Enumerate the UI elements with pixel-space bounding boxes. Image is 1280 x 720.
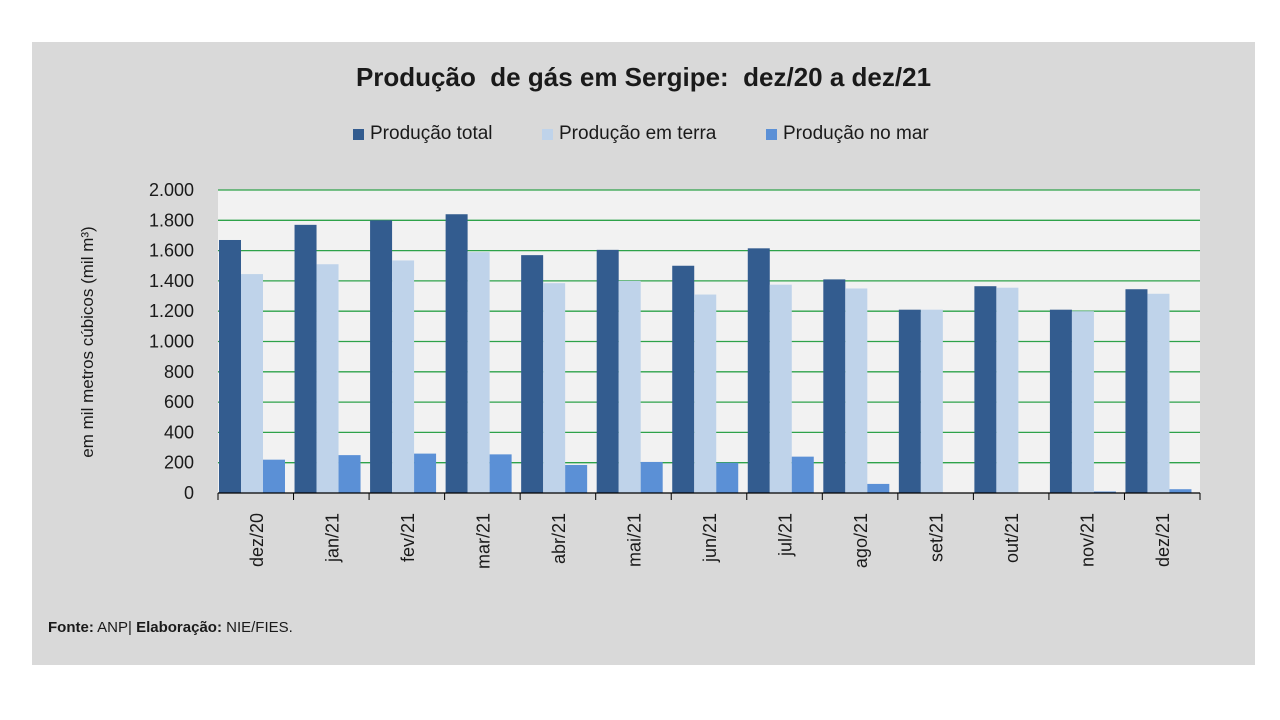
bar [445,214,468,494]
bar [716,462,739,493]
x-tick-label: out/21 [1002,513,1022,563]
legend-label-total: Produção total [370,123,493,144]
x-tick-label: jul/21 [776,513,796,557]
legend: Produção total Produção em terra Produçã… [32,122,1255,146]
bar [974,286,997,493]
bar [1125,289,1148,493]
bar [316,264,339,493]
bar [338,455,361,493]
source-value: ANP| [93,619,137,636]
source-label: Fonte: [48,619,94,636]
bar-chart: 0 200 400 600 800 1.000 1.200 1.400 1.600 1.800 2.… [149,180,1201,569]
bar [294,224,317,493]
x-tick-label: nov/21 [1078,513,1098,567]
x-tick-label: abr/21 [549,513,569,564]
bar [565,464,588,493]
legend-item-mar: Produção no mar [766,122,929,146]
y-tick-label: 1.600 [149,241,194,261]
y-tick-label: 2.000 [149,180,194,200]
bar [747,248,770,493]
bar [1049,309,1072,493]
bar [596,249,619,493]
bar [694,294,717,493]
bar [521,255,544,493]
y-tick-label: 1.400 [149,271,194,291]
legend-label-mar: Produção no mar [783,123,929,144]
bar [640,461,663,493]
bar [370,220,393,494]
bar [414,453,437,493]
x-tick-label: jan/21 [322,513,342,563]
chart-title: Produção de gás em Sergipe: dez/20 a dez… [355,62,932,92]
x-tick-label: fev/21 [398,513,418,562]
bar [845,288,868,493]
y-tick-label: 200 [164,453,194,473]
bar [489,454,512,493]
bar [543,283,566,493]
bar [618,280,641,493]
y-tick-label: 1.000 [149,332,194,352]
legend-swatch-mar [766,128,777,140]
y-tick-label: 0 [184,483,194,503]
bar [867,483,890,493]
y-tick-label: 1.200 [149,301,194,321]
y-tick-label: 1.800 [149,210,194,230]
x-tick-label: set/21 [927,513,947,562]
bar [1147,293,1170,493]
bar [467,252,490,493]
bar [823,279,846,493]
elaboration-label: Elaboração: [136,619,222,636]
x-tick-label: ago/21 [851,513,871,568]
x-tick-label: mai/21 [624,513,644,567]
bar [219,239,241,493]
bar [263,459,285,493]
y-tick-label: 800 [164,362,194,382]
legend-label-terra: Produção em terra [559,123,717,144]
bar [392,260,415,493]
legend-swatch-total [353,128,364,140]
bar [769,284,792,493]
y-tick-label: 400 [164,422,194,442]
legend-item-terra: Produção em terra [542,122,716,146]
bar [996,287,1019,493]
elaboration-value: NIE/FIES. [221,619,293,636]
x-tick-label: jun/21 [700,513,720,563]
x-tick-label: dez/21 [1153,513,1173,567]
x-tick-label: dez/20 [247,513,267,567]
bar [1071,311,1094,493]
legend-item-total: Produção total [353,122,493,146]
bar [898,309,921,493]
bar [920,309,943,493]
bar [241,274,263,493]
source-note: Fonte: ANP| Elaboração: NIE/FIES. [48,619,293,636]
bar [672,265,695,493]
legend-swatch-terra [542,128,553,140]
bar [1169,489,1192,493]
bar [791,456,814,493]
chart-panel: Produção de gás em Sergipe: dez/20 a dez… [32,42,1255,665]
bar [1093,491,1116,493]
y-tick-label: 600 [164,392,194,412]
x-tick-label: mar/21 [473,513,493,569]
